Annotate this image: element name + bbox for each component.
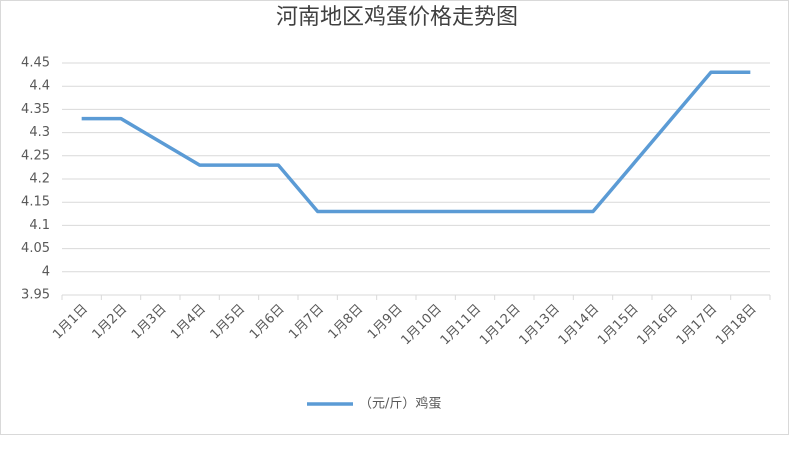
y-tick-label: 4.2	[29, 172, 50, 187]
y-tick-label: 4.3	[29, 125, 50, 140]
y-tick-label: 4.25	[21, 148, 50, 163]
y-tick-label: 4.15	[21, 195, 50, 210]
y-tick-label: 4.1	[29, 218, 50, 233]
y-tick-label: 4.05	[21, 241, 50, 256]
y-tick-label: 4.4	[29, 79, 50, 94]
y-tick-label: 3.95	[21, 288, 50, 303]
y-tick-label: 4.35	[21, 102, 50, 117]
chart-title: 河南地区鸡蛋价格走势图	[276, 5, 518, 30]
data-line	[81, 70, 751, 214]
chart-border	[0, 0, 789, 435]
y-tick-label: 4.45	[21, 56, 50, 71]
legend-label: （元/斤）鸡蛋	[359, 396, 441, 412]
y-tick-label: 4	[42, 264, 50, 279]
